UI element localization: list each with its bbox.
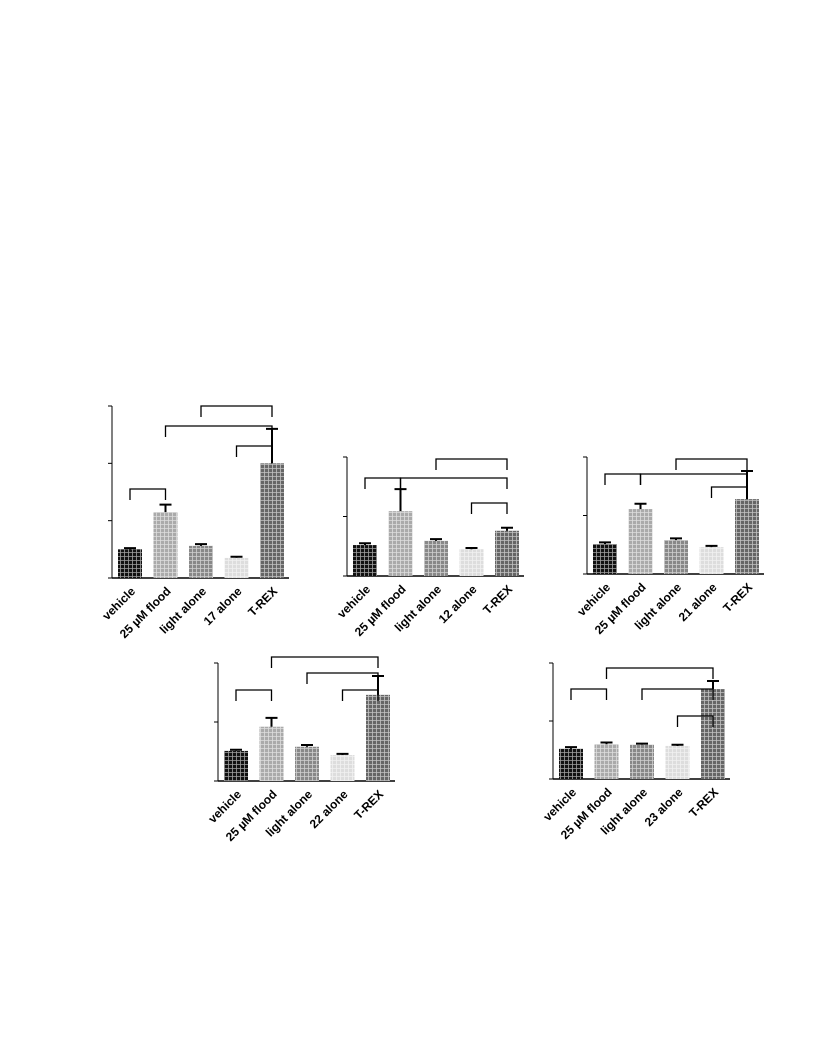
error-bar	[707, 679, 719, 690]
significance-bracket	[641, 688, 714, 700]
significance-bracket	[470, 502, 508, 514]
error-bar	[336, 752, 349, 756]
significance-bracket	[270, 656, 379, 668]
bar-texture	[224, 750, 248, 781]
bar-texture	[259, 726, 284, 781]
bar-texture	[260, 463, 284, 578]
bar-texture	[153, 512, 178, 578]
error-bar	[670, 537, 682, 541]
significance-bracket	[399, 477, 508, 489]
significance-bracket	[235, 689, 273, 701]
significance-bracket	[676, 715, 714, 727]
bar-texture	[664, 540, 688, 574]
x-tick-label: T-REX	[686, 785, 721, 820]
error-bar	[600, 741, 613, 745]
bar-texture	[559, 748, 583, 779]
bar-texture	[459, 549, 484, 576]
bar-texture	[388, 511, 413, 576]
bar-texture	[366, 694, 390, 781]
bar-texture	[189, 545, 213, 578]
error-bar	[671, 743, 684, 746]
bar-texture	[295, 746, 319, 781]
bar-texture	[424, 540, 448, 576]
significance-bracket	[129, 488, 167, 500]
bar-texture	[628, 509, 653, 574]
error-bar	[159, 503, 172, 513]
bar-texture	[495, 530, 519, 576]
significance-bracket	[639, 473, 748, 485]
x-tick-label: 23 alone	[642, 785, 686, 829]
bar-texture	[118, 549, 142, 578]
error-bar	[634, 502, 647, 510]
x-tick-label: 22 alone	[307, 787, 351, 831]
x-tick-label: T-REX	[720, 580, 755, 615]
error-bar	[636, 742, 648, 745]
error-bar	[359, 542, 371, 546]
significance-bracket	[164, 425, 273, 437]
bar-texture	[735, 499, 759, 574]
bar-texture	[630, 744, 654, 779]
error-bar	[430, 538, 442, 541]
error-bar	[265, 716, 278, 727]
error-bar	[599, 541, 611, 545]
significance-bracket	[604, 473, 642, 485]
error-bar	[124, 547, 136, 550]
error-bar	[195, 543, 207, 546]
x-tick-label: 17 alone	[201, 584, 245, 628]
significance-bracket	[341, 689, 379, 701]
x-tick-label: T-REX	[351, 787, 386, 822]
significance-bracket	[675, 458, 748, 470]
error-bar	[705, 544, 718, 548]
significance-bracket	[435, 458, 508, 470]
x-tick-label: T-REX	[245, 584, 280, 619]
error-bar	[230, 748, 242, 751]
error-bar	[394, 488, 407, 512]
significance-bracket	[570, 688, 608, 700]
bar-texture	[593, 544, 617, 574]
significance-bracket	[235, 445, 273, 457]
error-bar	[565, 746, 577, 749]
bar-texture	[699, 547, 724, 574]
bar-texture	[224, 557, 249, 578]
x-tick-label: T-REX	[480, 582, 515, 617]
bar-texture	[665, 745, 690, 779]
bar-texture	[353, 545, 377, 576]
significance-bracket	[200, 405, 273, 417]
error-bar	[230, 555, 243, 558]
error-bar	[501, 526, 513, 531]
error-bar	[465, 547, 478, 550]
x-tick-label: 12 alone	[436, 582, 480, 626]
significance-bracket	[306, 672, 379, 684]
bar-texture	[594, 744, 619, 779]
significance-bracket	[364, 477, 402, 489]
bar-texture	[701, 689, 725, 779]
bar-texture	[330, 755, 355, 781]
x-tick-label: 21 alone	[676, 580, 720, 624]
significance-bracket	[710, 486, 748, 498]
significance-bracket	[605, 667, 714, 679]
error-bar	[301, 744, 313, 747]
